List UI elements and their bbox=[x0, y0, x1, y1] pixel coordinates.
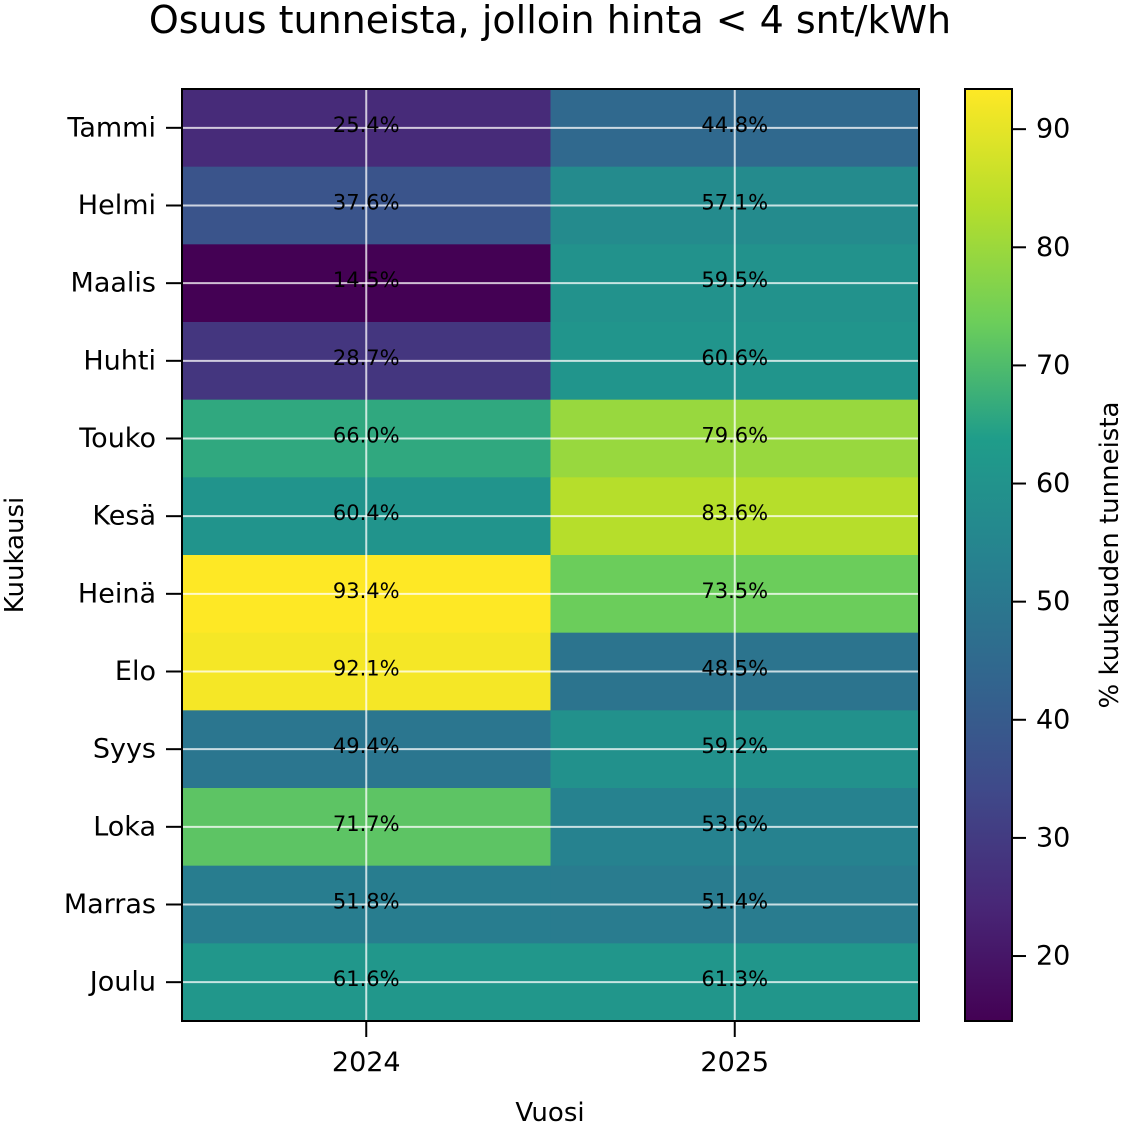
x-tick-label: 2025 bbox=[700, 1047, 769, 1078]
y-tick-label: Elo bbox=[115, 656, 156, 687]
y-tick-label: Maalis bbox=[71, 268, 156, 299]
cell-value-label: 53.6% bbox=[701, 812, 768, 836]
cell-value-label: 83.6% bbox=[701, 501, 768, 525]
y-tick-label: Touko bbox=[78, 423, 156, 454]
y-axis-label: Kuukausi bbox=[0, 497, 30, 614]
colorbar-tick-label: 20 bbox=[1036, 941, 1070, 972]
cell-value-label: 59.5% bbox=[701, 268, 768, 292]
cell-value-label: 61.3% bbox=[701, 967, 768, 991]
grid-lines bbox=[182, 89, 919, 1021]
cell-labels: 25.4% 44.8% 37.6% 57.1% 14.5% 59.5% 28.7% 60.6%… bbox=[333, 113, 768, 991]
colorbar: 20 30 40 50 60 70 80 90 % kuukauden tunneista bbox=[964, 88, 1125, 1022]
plot-frame bbox=[181, 88, 920, 1022]
y-tick-label: Loka bbox=[93, 811, 156, 842]
cell-value-label: 14.5% bbox=[333, 268, 400, 292]
colorbar-gradient bbox=[965, 89, 1012, 1021]
colorbar-tick-label: 40 bbox=[1036, 704, 1070, 735]
y-tick-label: Tammi bbox=[66, 112, 156, 143]
cell-value-label: 49.4% bbox=[333, 734, 400, 758]
colorbar-tick-label: 30 bbox=[1036, 822, 1070, 853]
chart-title: Osuus tunneista, jolloin hinta < 4 snt/k… bbox=[149, 0, 951, 42]
cell-value-label: 61.6% bbox=[333, 967, 400, 991]
y-tick-label: Syys bbox=[93, 734, 156, 765]
cell-value-label: 60.4% bbox=[333, 501, 400, 525]
colorbar-label: % kuukauden tunneista bbox=[1095, 402, 1125, 709]
cell-value-label: 51.8% bbox=[333, 890, 400, 914]
y-tick-label: Helmi bbox=[78, 190, 156, 221]
cell-value-label: 60.6% bbox=[701, 346, 768, 370]
cell-value-label: 71.7% bbox=[333, 812, 400, 836]
y-tick-label: Heinä bbox=[78, 578, 156, 609]
y-axis: Tammi Helmi Maalis Huhti Touko Kesä Heinä Elo Sy… bbox=[64, 112, 182, 998]
cell-value-label: 48.5% bbox=[701, 657, 768, 681]
cell-value-label: 92.1% bbox=[333, 657, 400, 681]
colorbar-tick-label: 80 bbox=[1036, 232, 1070, 263]
cell-value-label: 28.7% bbox=[333, 346, 400, 370]
colorbar-tick-label: 90 bbox=[1036, 114, 1070, 145]
cell-value-label: 37.6% bbox=[333, 191, 400, 215]
heatmap-cells bbox=[182, 89, 920, 1022]
cell-value-label: 57.1% bbox=[701, 191, 768, 215]
cell-value-label: 25.4% bbox=[333, 113, 400, 137]
cell-value-label: 73.5% bbox=[701, 579, 768, 603]
y-tick-label: Joulu bbox=[88, 967, 156, 998]
cell-value-label: 66.0% bbox=[333, 424, 400, 448]
colorbar-ticks: 20 30 40 50 60 70 80 90 bbox=[1012, 114, 1070, 972]
x-axis-label: Vuosi bbox=[515, 1098, 584, 1127]
y-tick-label: Kesä bbox=[92, 501, 156, 532]
colorbar-tick-label: 60 bbox=[1036, 468, 1070, 499]
colorbar-tick-label: 70 bbox=[1036, 350, 1070, 381]
cell-value-label: 44.8% bbox=[701, 113, 768, 137]
y-tick-label: Marras bbox=[64, 889, 156, 920]
x-tick-label: 2024 bbox=[332, 1047, 401, 1078]
x-axis: 2024 2025 bbox=[332, 1021, 769, 1078]
cell-value-label: 93.4% bbox=[333, 579, 400, 603]
y-tick-label: Huhti bbox=[83, 345, 156, 376]
colorbar-tick-label: 50 bbox=[1036, 586, 1070, 617]
cell-value-label: 79.6% bbox=[701, 424, 768, 448]
cell-value-label: 59.2% bbox=[701, 734, 768, 758]
colorbar-frame bbox=[964, 88, 1013, 1022]
cell-value-label: 51.4% bbox=[701, 890, 768, 914]
